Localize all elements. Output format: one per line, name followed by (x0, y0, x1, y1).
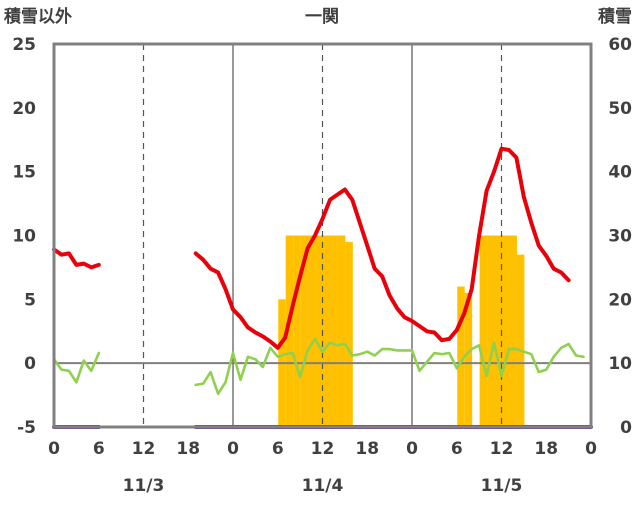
right-tick-label: 60 (608, 35, 632, 55)
snow-bar (285, 235, 294, 427)
snow-bar (345, 241, 353, 427)
x-tick-label: 0 (227, 439, 239, 459)
x-tick-label: 12 (311, 439, 335, 459)
x-tick-label: 12 (132, 439, 156, 459)
x-tick-label: 0 (48, 439, 60, 459)
right-axis-title: 積雪 (598, 6, 632, 27)
right-tick-label: 10 (608, 354, 632, 374)
left-tick-label: 10 (12, 227, 36, 247)
snow-bar (509, 235, 517, 427)
left-tick-label: 25 (12, 35, 36, 55)
chart-title: 一関 (305, 7, 339, 27)
x-tick-label: 18 (355, 439, 379, 459)
left-tick-label: 20 (12, 99, 36, 119)
right-tick-label: 50 (608, 99, 632, 119)
x-tick-label: 6 (272, 439, 284, 459)
snow-bar (494, 235, 502, 427)
snow-bar (337, 235, 346, 427)
right-tick-label: 0 (620, 418, 632, 438)
left-tick-label: 0 (24, 354, 36, 374)
x-tick-label: 6 (93, 439, 105, 459)
snow-bar (464, 292, 473, 427)
snow-bar (516, 254, 525, 427)
right-tick-label: 40 (608, 163, 632, 183)
left-axis-title: 積雪以外 (4, 6, 72, 27)
x-tick-label: 0 (406, 439, 418, 459)
right-tick-label: 30 (608, 227, 632, 247)
left-tick-label: 15 (12, 163, 36, 183)
temperature-line (193, 146, 571, 350)
date-label: 11/5 (481, 476, 523, 496)
snow-bar (308, 235, 316, 427)
snow-bar (315, 235, 323, 427)
wind-line (52, 351, 101, 384)
snow-bar (330, 235, 338, 427)
snow-bar (487, 235, 495, 427)
snow-bar (323, 235, 331, 427)
left-tick-label: 5 (24, 290, 36, 310)
snow-bar (479, 235, 488, 427)
date-label: 11/4 (302, 476, 344, 496)
snow-bar (300, 235, 309, 427)
grid (54, 44, 591, 427)
left-tick-label: -5 (17, 418, 36, 438)
x-tick-label: 12 (490, 439, 514, 459)
snow-bar (457, 286, 465, 427)
x-tick-label: 18 (176, 439, 200, 459)
plot-frame (52, 42, 593, 429)
x-tick-label: 18 (534, 439, 558, 459)
snow-bar (293, 235, 301, 427)
snow-bar (502, 235, 510, 427)
date-label: 11/3 (123, 476, 165, 496)
x-tick-label: 6 (451, 439, 463, 459)
right-tick-label: 20 (608, 290, 632, 310)
temperature-line (52, 247, 101, 270)
wind-line (194, 337, 585, 396)
x-tick-label: 0 (585, 439, 597, 459)
